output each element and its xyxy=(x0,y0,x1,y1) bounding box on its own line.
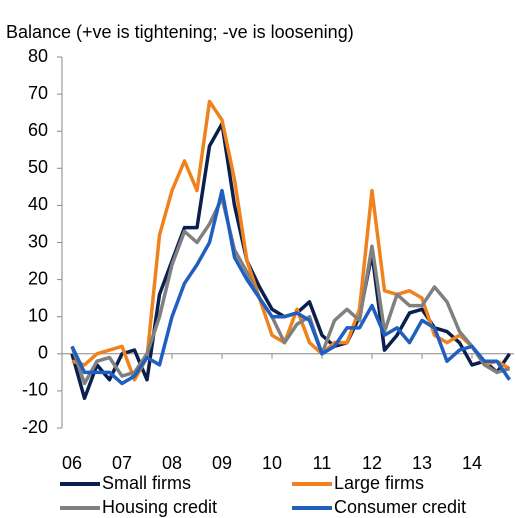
legend-label: Housing credit xyxy=(102,497,217,517)
x-tick-label: 13 xyxy=(412,453,432,473)
x-tick-label: 06 xyxy=(62,453,82,473)
y-tick-label: 80 xyxy=(28,46,48,66)
x-tick-label: 08 xyxy=(162,453,182,473)
x-tick-label: 12 xyxy=(362,453,382,473)
x-tick-label: 09 xyxy=(212,453,232,473)
legend-label: Consumer credit xyxy=(334,497,466,517)
y-axis-label: Balance (+ve is tightening; -ve is loose… xyxy=(6,22,354,42)
x-tick-label: 14 xyxy=(462,453,482,473)
y-tick-label: 0 xyxy=(38,343,48,363)
x-tick-label: 07 xyxy=(112,453,132,473)
series-line xyxy=(70,188,511,386)
y-tick-label: 40 xyxy=(28,194,48,214)
legend-label: Large firms xyxy=(334,473,424,493)
series-line xyxy=(70,196,510,386)
y-tick-label: 30 xyxy=(28,231,48,251)
legend-label: Small firms xyxy=(102,473,191,493)
y-tick-label: 20 xyxy=(28,268,48,288)
series-line xyxy=(71,99,511,382)
y-tick-label: 10 xyxy=(28,305,48,325)
y-tick-label: 50 xyxy=(28,157,48,177)
y-tick-label: -10 xyxy=(22,380,48,400)
y-tick-label: 70 xyxy=(28,83,48,103)
y-tick-label: 60 xyxy=(28,120,48,140)
y-tick-label: -20 xyxy=(22,417,48,437)
x-tick-label: 11 xyxy=(313,453,332,473)
x-tick-label: 10 xyxy=(262,453,282,473)
